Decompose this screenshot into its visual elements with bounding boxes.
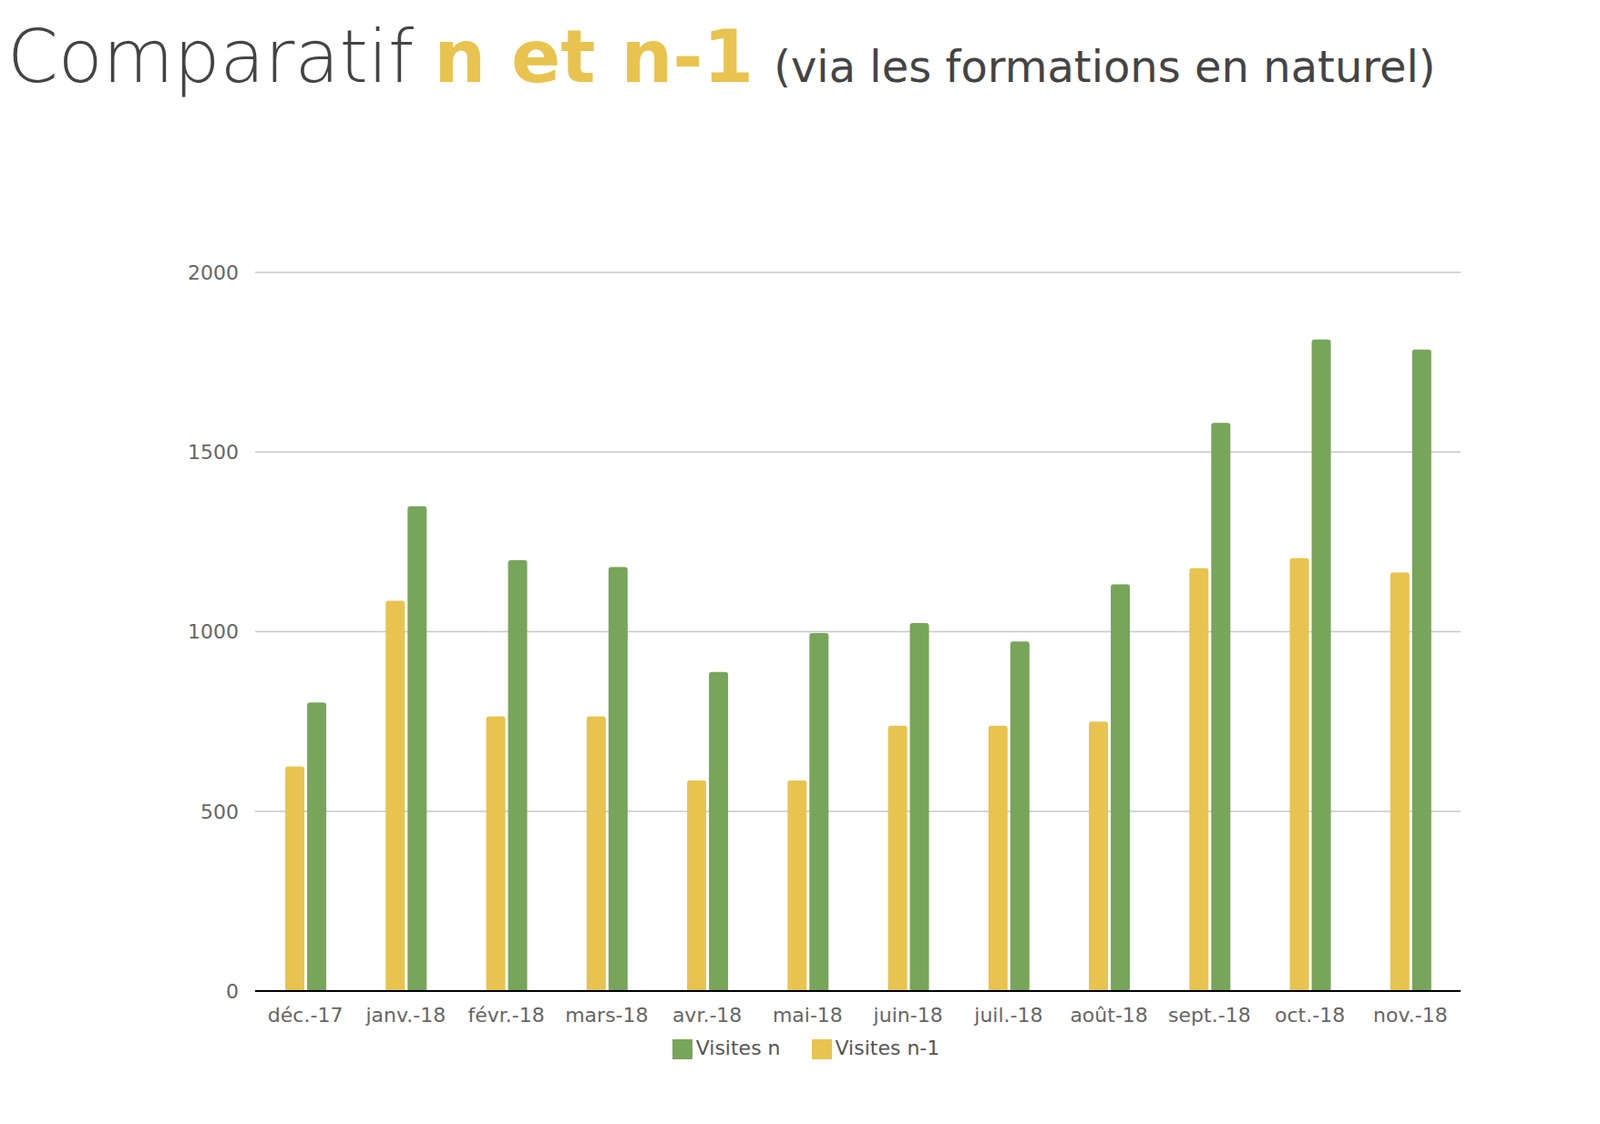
svg-text:nov.-18: nov.-18 — [1373, 1004, 1448, 1027]
svg-text:janv.-18: janv.-18 — [364, 1004, 446, 1027]
svg-text:avr.-18: avr.-18 — [672, 1004, 742, 1027]
svg-text:oct.-18: oct.-18 — [1274, 1004, 1345, 1027]
svg-text:0: 0 — [225, 980, 239, 1004]
html-text:Visites n: Visites n — [695, 1036, 781, 1060]
html-text:Comparatif n et n-1 (via les f: Comparatif n et n-1 (via les formations … — [7, 14, 1436, 100]
svg-text:1000: 1000 — [187, 620, 239, 644]
html-text:Visites n-1: Visites n-1 — [835, 1036, 940, 1060]
svg-text:déc.-17: déc.-17 — [267, 1004, 344, 1027]
svg-text:sept.-18: sept.-18 — [1168, 1004, 1252, 1027]
svg-text:2000: 2000 — [187, 261, 239, 285]
svg-text:1500: 1500 — [187, 441, 239, 464]
svg-text:mars-18: mars-18 — [564, 1004, 648, 1027]
svg-text:juil.-18: juil.-18 — [973, 1004, 1043, 1027]
svg-text:mai-18: mai-18 — [772, 1004, 843, 1027]
svg-text:févr.-18: févr.-18 — [467, 1004, 544, 1027]
svg-text:juin-18: juin-18 — [872, 1004, 944, 1027]
svg-text:août-18: août-18 — [1069, 1004, 1148, 1027]
svg-text:500: 500 — [200, 800, 239, 824]
